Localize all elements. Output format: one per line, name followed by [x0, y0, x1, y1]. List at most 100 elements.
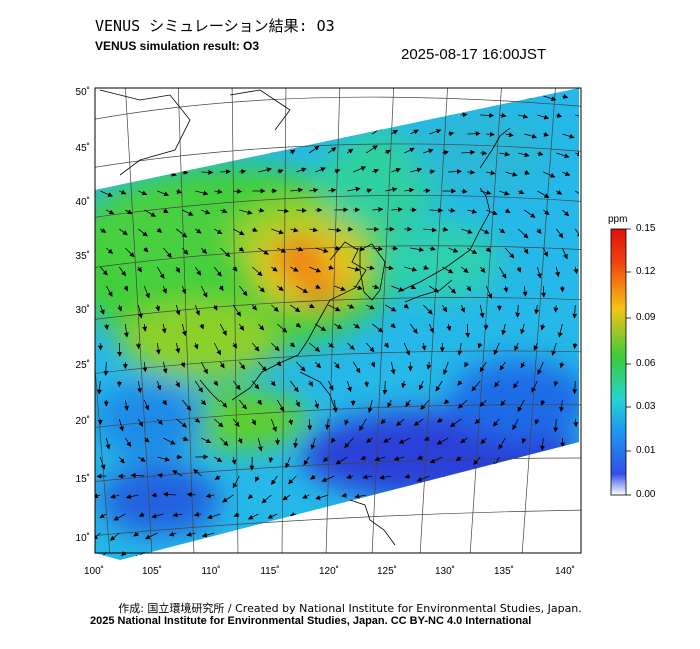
- wind-arrow: [436, 437, 449, 445]
- wind-arrow: [404, 187, 415, 193]
- wind-arrow: [512, 418, 519, 431]
- wind-arrow: [374, 456, 386, 462]
- wind-arrow: [163, 437, 176, 445]
- colorbar-label-0.15: 0.15: [636, 223, 656, 234]
- wind-arrow: [541, 285, 547, 298]
- wind-arrow: [423, 436, 430, 441]
- wind-arrow: [232, 342, 238, 349]
- wind-arrow: [156, 266, 165, 280]
- wind-arrow: [581, 134, 589, 136]
- wind-arrow: [222, 494, 234, 503]
- wind-arrow: [505, 171, 518, 177]
- wind-arrow: [405, 399, 411, 408]
- wind-arrow: [156, 227, 163, 233]
- wind-arrow: [385, 304, 397, 312]
- timestamp: 2025-08-17 16:00JST: [401, 46, 547, 63]
- wind-arrow: [413, 418, 424, 426]
- wind-arrow: [573, 418, 579, 428]
- wind-arrow: [442, 361, 449, 375]
- wind-arrow: [105, 285, 113, 297]
- wind-arrow: [186, 531, 196, 537]
- wind-arrow: [581, 210, 590, 218]
- wind-arrow: [372, 168, 380, 174]
- wind-arrow: [156, 380, 162, 391]
- wind-arrow: [219, 361, 225, 369]
- wind-arrow: [267, 513, 278, 519]
- wind-arrow: [251, 418, 256, 426]
- lon-label-100: 100˚: [83, 566, 104, 577]
- wind-arrow: [238, 323, 245, 331]
- wind-arrow: [123, 285, 129, 292]
- wind-arrow: [110, 493, 120, 499]
- wind-arrow: [163, 208, 169, 213]
- wind-arrow: [416, 455, 424, 460]
- wind-arrow: [162, 399, 167, 406]
- wind-arrow: [480, 228, 490, 234]
- lat-label-40: 40˚: [75, 197, 90, 208]
- wind-arrow: [372, 284, 380, 290]
- wind-arrow: [296, 167, 307, 173]
- wind-arrow: [366, 265, 375, 271]
- wind-arrow: [277, 208, 290, 214]
- wind-arrow: [144, 437, 150, 443]
- wind-arrow: [467, 247, 478, 255]
- wind-arrow: [398, 437, 411, 444]
- wind-arrow: [372, 323, 384, 333]
- wind-arrow: [271, 266, 278, 272]
- wind-arrow: [461, 188, 468, 194]
- wind-arrow: [555, 228, 564, 239]
- wind-arrow: [464, 361, 469, 368]
- lon-label-130: 130˚: [434, 566, 455, 577]
- wind-arrow: [104, 323, 109, 331]
- wind-arrow: [494, 380, 500, 388]
- wind-arrow: [232, 304, 241, 317]
- wind-arrow: [138, 228, 148, 237]
- wind-arrow: [255, 475, 260, 482]
- wind-arrow: [556, 189, 563, 195]
- wind-arrow: [353, 285, 363, 290]
- wind-arrow: [471, 380, 481, 392]
- wind-arrow: [175, 342, 181, 354]
- wind-arrow: [524, 170, 530, 175]
- wind-arrow: [327, 380, 334, 391]
- wind-arrow: [309, 342, 321, 352]
- wind-arrow: [467, 208, 478, 214]
- wind-arrow: [396, 418, 405, 427]
- wind-arrow: [118, 266, 126, 277]
- lat-label-50: 50˚: [75, 87, 90, 98]
- wind-arrow: [499, 361, 506, 371]
- wind-arrow: [347, 304, 355, 309]
- wind-arrow: [442, 226, 449, 232]
- wind-arrow: [461, 149, 476, 155]
- wind-arrow: [113, 513, 126, 521]
- wind-arrow: [347, 186, 361, 192]
- wind-arrow: [575, 151, 579, 157]
- wind-arrow: [442, 266, 454, 274]
- wind-arrow: [428, 323, 434, 334]
- wind-arrow: [560, 437, 566, 448]
- wind-arrow: [441, 304, 448, 313]
- wind-arrow: [201, 209, 211, 215]
- wind-arrow: [352, 361, 361, 374]
- wind-arrow: [562, 93, 569, 99]
- wind-arrow: [258, 167, 272, 173]
- wind-arrow: [247, 493, 254, 500]
- wind-arrow: [258, 285, 265, 293]
- wind-arrow: [271, 342, 280, 352]
- wind-arrow: [538, 551, 544, 560]
- wind-arrow: [572, 380, 578, 395]
- wind-arrow: [353, 246, 365, 252]
- lat-label-25: 25˚: [75, 360, 90, 371]
- wind-arrow: [498, 437, 506, 450]
- lat-label-20: 20˚: [75, 416, 90, 427]
- wind-arrow: [436, 417, 443, 423]
- wind-arrow: [461, 112, 468, 118]
- wind-arrow: [556, 112, 563, 118]
- wind-arrow: [328, 147, 337, 154]
- lon-label-120: 120˚: [318, 566, 339, 577]
- wind-arrow: [207, 513, 221, 520]
- wind-arrow: [125, 247, 135, 258]
- wind-arrow: [540, 323, 546, 331]
- wind-arrow: [328, 342, 334, 348]
